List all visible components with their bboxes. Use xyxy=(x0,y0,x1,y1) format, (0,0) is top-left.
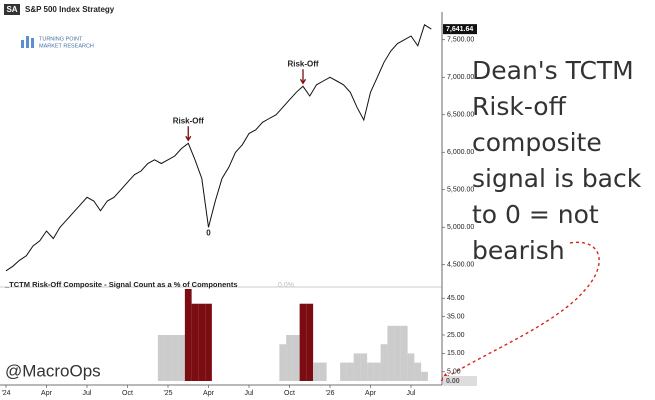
annotation-arrow xyxy=(299,69,307,85)
badge: SA xyxy=(6,5,17,14)
y-tick-label: 7,000.00 xyxy=(447,74,474,81)
x-tick-label: '25 xyxy=(163,390,172,397)
arrow xyxy=(440,241,600,381)
y-tick-label: 6,000.00 xyxy=(447,149,474,156)
handle: @MacroOps xyxy=(5,361,101,380)
y-tick-label: 5,500.00 xyxy=(447,187,474,194)
last-value-box xyxy=(443,24,477,35)
x-tick-label: Jul xyxy=(407,390,416,397)
bar xyxy=(164,335,172,381)
panel-title: _TCTM Risk-Off Composite - Signal Count … xyxy=(4,280,238,289)
bar xyxy=(346,362,354,381)
bar xyxy=(157,335,165,381)
note-line: Dean's TCTM xyxy=(472,56,634,85)
bar xyxy=(292,335,300,381)
y-tick-label: 35.00 xyxy=(447,313,465,320)
bar xyxy=(171,335,179,381)
bar xyxy=(360,353,368,381)
last-value-box xyxy=(443,376,477,386)
bar xyxy=(387,325,395,381)
bar xyxy=(198,303,206,381)
bar xyxy=(306,303,314,381)
annotation: Risk-Off xyxy=(287,59,318,68)
panel-subtitle: 0.0% xyxy=(278,282,294,289)
x-tick-label: Apr xyxy=(41,390,53,397)
y-tick-label: 45.00 xyxy=(447,295,465,302)
x-tick-label: Oct xyxy=(284,390,295,397)
bar xyxy=(299,303,307,381)
bar xyxy=(319,362,327,381)
bar xyxy=(380,344,388,381)
annotation: Risk-Off xyxy=(173,116,204,125)
y-tick-label: 15.00 xyxy=(447,350,465,357)
note-line: to 0 = not xyxy=(472,200,599,229)
y-tick-label: 25.00 xyxy=(447,332,465,339)
bar xyxy=(184,289,192,381)
note-line: composite xyxy=(472,128,602,157)
last-value-label: 7,641.64 xyxy=(446,26,473,33)
bar xyxy=(340,362,347,381)
logo-icon xyxy=(21,36,34,48)
bar xyxy=(367,362,374,381)
x-tick-label: Jul xyxy=(245,390,254,397)
bar xyxy=(178,335,185,381)
bar xyxy=(205,303,212,381)
x-tick-label: Apr xyxy=(203,390,215,397)
note-line: Risk-off xyxy=(472,92,567,121)
logo-line: MARKET RESEARCH xyxy=(39,43,94,49)
annotation-arrow xyxy=(185,126,192,142)
chart-title: S&P 500 Index Strategy xyxy=(25,5,115,14)
bar xyxy=(191,303,199,381)
note: Dean's TCTM Risk-off composite signal is ba… xyxy=(472,56,642,265)
x-tick-label: '24 xyxy=(1,390,10,397)
bar xyxy=(407,353,415,381)
x-tick-label: '26 xyxy=(325,390,334,397)
x-tick-label: Apr xyxy=(365,390,377,397)
note-line: signal is back xyxy=(472,164,642,193)
bar xyxy=(286,335,293,381)
badge-box xyxy=(4,4,20,15)
bar xyxy=(394,325,401,381)
note-line: bearish xyxy=(472,236,565,265)
y-tick-label: 6,500.00 xyxy=(447,112,474,119)
y-tick-label: 7,500.00 xyxy=(447,37,474,44)
bar xyxy=(400,325,408,381)
bar xyxy=(421,371,428,381)
x-tick-label: Jul xyxy=(83,390,92,397)
annotation: 0 xyxy=(206,228,211,237)
y-tick-label: 4,500.00 xyxy=(447,262,474,269)
bar xyxy=(313,362,320,381)
bar xyxy=(279,344,287,381)
x-tick-label: Oct xyxy=(122,390,133,397)
bar xyxy=(414,362,422,381)
logo-line: TURNING POINT xyxy=(39,36,83,42)
y-tick-label: 5.00 xyxy=(447,369,461,376)
bar xyxy=(373,362,381,381)
last-value-label: 0.00 xyxy=(446,378,460,385)
y-tick-label: 5,000.00 xyxy=(447,224,474,231)
bar xyxy=(353,353,361,381)
price-line xyxy=(5,24,432,272)
